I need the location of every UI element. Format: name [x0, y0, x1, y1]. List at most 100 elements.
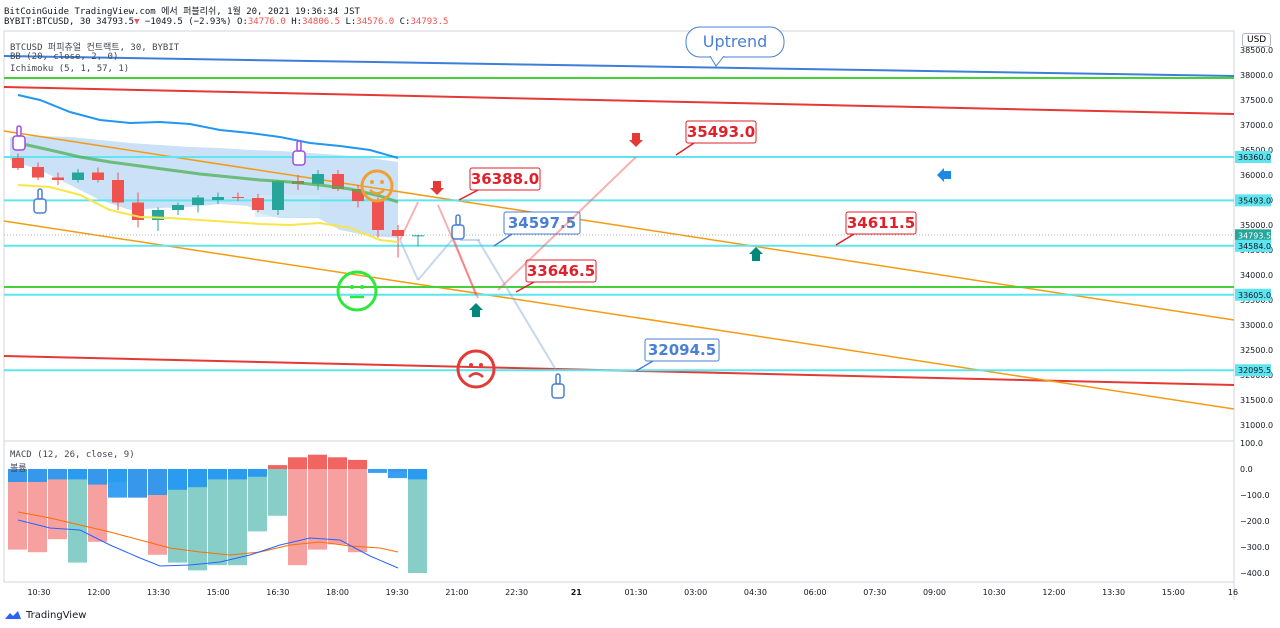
neutral-face-icon — [336, 270, 378, 312]
price-tag-box — [1235, 364, 1271, 377]
time-tick-label: 06:00 — [804, 588, 827, 597]
price-tick-label: 33000.0 — [1240, 321, 1273, 330]
price-tag-label: 32095.5 — [1238, 366, 1271, 375]
change: −1049.5 (−2.93%) — [144, 17, 232, 27]
price-tick-label: 37000.0 — [1240, 121, 1273, 130]
trend-line — [3, 55, 1235, 77]
macd-line — [17, 519, 399, 569]
tradingview-logo-icon — [5, 611, 21, 619]
candle-body — [192, 197, 204, 205]
legend-macd-volume: 볼륨 — [10, 464, 27, 474]
time-tick-label: 13:30 — [147, 588, 170, 597]
time-tick-label: 12:00 — [87, 588, 110, 597]
yellow-band-line — [17, 184, 399, 243]
macd-bar — [168, 469, 187, 490]
macd-bar — [268, 465, 287, 469]
callout-pointer — [458, 189, 479, 201]
legend-bb: BB (20, close, 2, 0) — [10, 52, 119, 62]
candle-body — [332, 174, 344, 189]
price-tag-label: 34793.5 — [1238, 231, 1271, 240]
price-tick-label: 38000.0 — [1240, 71, 1273, 80]
candle-body — [32, 167, 44, 178]
projection-path — [437, 204, 479, 299]
currency-button[interactable]: USD — [1242, 33, 1272, 47]
blue-band-line — [17, 94, 399, 159]
candle-body — [232, 197, 244, 198]
time-tick-label: 16:30 — [266, 588, 289, 597]
time-tick-label: 22:30 — [505, 588, 528, 597]
candle-body — [392, 230, 404, 236]
time-tick-label: 12:00 — [1042, 588, 1065, 597]
macd-histogram-bar — [408, 469, 427, 573]
macd-bar — [188, 469, 207, 488]
candle-body — [252, 198, 264, 210]
close-value: 34793.5 — [410, 17, 449, 27]
macd-bar — [408, 469, 427, 480]
time-tick-label: 10:30 — [983, 588, 1006, 597]
macd-bar — [288, 457, 307, 469]
price-tick-label: 36000.0 — [1240, 171, 1273, 180]
time-tick-label: 13:30 — [1102, 588, 1125, 597]
candle-body — [112, 180, 124, 203]
open-label: O: — [237, 17, 248, 27]
projection-path — [399, 239, 419, 281]
price-tag-label: 35493.0 — [1238, 196, 1271, 205]
macd-bar — [108, 469, 127, 498]
projection-path — [497, 156, 637, 291]
low-label: L: — [345, 17, 357, 27]
macd-histogram-bar — [188, 469, 207, 571]
up-arrow-icon — [749, 247, 763, 261]
shaded-box — [255, 195, 320, 217]
hand-pointer-icon — [292, 140, 306, 166]
macd-tick-label: −400.0 — [1240, 569, 1270, 578]
time-tick-label: 19:30 — [386, 588, 409, 597]
callout-label: 32094.5 — [648, 341, 716, 359]
hand-pointer-icon — [33, 188, 47, 214]
callout-pointer — [635, 360, 654, 372]
macd-histogram-bar — [268, 469, 287, 516]
macd-histogram-bar — [348, 469, 367, 553]
last-price: 34793.5 — [96, 17, 135, 27]
macd-histogram-bar — [208, 469, 227, 566]
price-tag-box — [1235, 151, 1271, 163]
macd-tick-label: −100.0 — [1240, 491, 1270, 500]
macd-histogram-bar — [68, 469, 87, 563]
candle-body — [172, 205, 184, 210]
publish-line: BitCoinGuide TradingView.com 에서 퍼블리쉬, 1월… — [4, 7, 360, 17]
footer-brand[interactable]: TradingView — [4, 609, 86, 621]
time-tick-label: 03:00 — [684, 588, 707, 597]
green-band-line — [17, 141, 399, 204]
callout-pointer — [515, 281, 535, 293]
projection-path — [451, 234, 477, 296]
signal-line — [17, 511, 399, 556]
time-tick-label: 15:00 — [207, 588, 230, 597]
macd-bar — [308, 454, 327, 469]
macd-histogram-bar — [168, 469, 187, 563]
callout-box — [525, 259, 597, 283]
callout-label: 34597.5 — [508, 214, 576, 232]
macd-bar — [228, 469, 247, 480]
candle-body — [372, 201, 384, 230]
left-arrow-icon — [937, 168, 951, 182]
price-tick-label: 38500.0 — [1240, 46, 1273, 55]
macd-histogram-bar — [48, 469, 67, 540]
low-value: 34576.0 — [356, 17, 395, 27]
candle-body — [212, 197, 224, 200]
price-tag-label: 34584.0 — [1238, 242, 1271, 251]
price-tag-box — [1235, 229, 1271, 242]
candle-body — [72, 172, 84, 180]
candle-body — [152, 210, 164, 220]
time-tick-label: 09:00 — [923, 588, 946, 597]
hand-pointer-icon — [551, 373, 565, 399]
macd-histogram-bar — [8, 469, 27, 550]
callout-label: 36388.0 — [471, 170, 539, 188]
macd-bar — [88, 469, 107, 485]
up-arrow-icon — [469, 303, 483, 317]
projection-path — [417, 239, 453, 281]
macd-bar — [68, 469, 87, 480]
price-tick-label: 35000.0 — [1240, 221, 1273, 230]
callout-pointer — [835, 233, 855, 246]
price-tag-label: 36360.0 — [1238, 153, 1271, 162]
uptrend-bubble — [685, 26, 785, 58]
